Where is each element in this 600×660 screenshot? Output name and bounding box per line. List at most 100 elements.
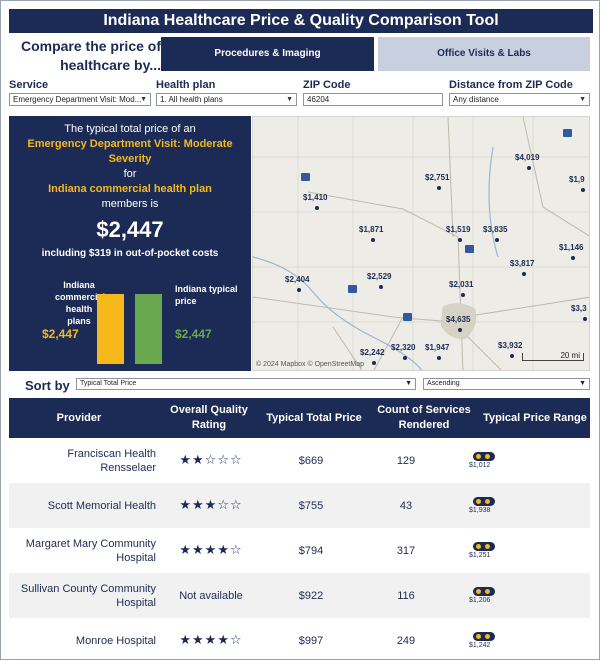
quality-rating-text: Not available <box>179 589 243 602</box>
bar2-label: Indiana typical price <box>175 284 238 306</box>
health-plan-select[interactable]: 1. All health plans ▼ <box>156 93 297 106</box>
health-plan-value: 1. All health plans <box>160 95 223 104</box>
range-value: $1,251 <box>469 552 491 559</box>
range-value: $1,206 <box>469 597 491 604</box>
price-range: $1,206 <box>469 573 529 618</box>
distance-select[interactable]: Any distance ▼ <box>449 93 590 106</box>
map-price-label[interactable]: $2,320 <box>391 343 416 352</box>
quality-rating-stars: ★★★☆☆ <box>179 498 243 513</box>
map-marker-dot[interactable] <box>461 293 465 297</box>
range-pill <box>473 632 495 641</box>
map-price-label[interactable]: $3,3 <box>571 304 587 313</box>
service-count: 317 <box>396 544 416 557</box>
map-price-label[interactable]: $2,529 <box>367 272 392 281</box>
map-marker-dot[interactable] <box>372 361 376 365</box>
col-quality-rating[interactable]: Overall Quality Rating <box>170 404 248 431</box>
map-marker-dot[interactable] <box>315 206 319 210</box>
map-price-label[interactable]: $2,404 <box>285 275 310 284</box>
table-row[interactable]: Scott Memorial Health ★★★☆☆ $755 43 $1,9… <box>9 483 590 528</box>
tab-procedures-imaging[interactable]: Procedures & Imaging <box>161 37 374 71</box>
table-row[interactable]: Franciscan Health Rensselaer ★★☆☆☆ $669 … <box>9 438 590 483</box>
summary-panel: The typical total price of an Emergency … <box>9 116 251 371</box>
map-price-label[interactable]: $1,519 <box>446 225 471 234</box>
sort-field-value: Typical Total Price <box>80 380 137 387</box>
chevron-down-icon: ▼ <box>286 96 293 103</box>
distance-filter: Distance from ZIP Code Any distance ▼ <box>449 79 590 106</box>
sort-field-select[interactable]: Typical Total Price ▼ <box>76 378 416 390</box>
provider-name: Franciscan Health Rensselaer <box>67 447 156 474</box>
map-scale-bar <box>522 353 584 361</box>
map-marker-dot[interactable] <box>522 272 526 276</box>
distance-label: Distance from ZIP Code <box>449 79 573 91</box>
map-price-label[interactable]: $4,019 <box>515 153 540 162</box>
range-pill <box>473 497 495 506</box>
map-marker-dot[interactable] <box>458 238 462 242</box>
map-marker-dot[interactable] <box>583 317 587 321</box>
map-price-label[interactable]: $2,242 <box>360 348 385 357</box>
map-marker-dot[interactable] <box>403 356 407 360</box>
col-price-range[interactable]: Typical Price Range <box>483 411 587 424</box>
col-count-services[interactable]: Count of Services Rendered <box>377 404 471 431</box>
quality-rating-stars: ★★★★☆ <box>179 543 243 558</box>
map-marker-dot[interactable] <box>379 285 383 289</box>
price-map[interactable]: $2,751 $4,019 $1,9 $1,410 $1,871 $1,519 $3,835… <box>252 116 590 371</box>
typical-price: $794 <box>298 544 324 557</box>
map-price-label[interactable]: $2,751 <box>425 173 450 182</box>
table-header: Provider Overall Quality Rating Typical … <box>9 398 590 438</box>
zip-label: ZIP Code <box>303 79 351 91</box>
sort-label: Sort by <box>25 378 70 393</box>
map-marker-dot[interactable] <box>371 238 375 242</box>
provider-table: Franciscan Health Rensselaer ★★☆☆☆ $669 … <box>9 438 590 659</box>
typical-price: $997 <box>298 634 324 647</box>
sort-order-select[interactable]: Ascending ▼ <box>423 378 590 390</box>
map-marker-dot[interactable] <box>581 188 585 192</box>
map-marker-dot[interactable] <box>437 186 441 190</box>
map-price-label[interactable]: $3,835 <box>483 225 508 234</box>
tab-office-visits-labs[interactable]: Office Visits & Labs <box>378 37 590 71</box>
range-value: $1,012 <box>469 462 491 469</box>
summary-for: for <box>123 168 137 180</box>
range-pill <box>473 452 495 461</box>
service-filter: Service Emergency Department Visit: Mod.… <box>9 79 151 106</box>
map-price-label[interactable]: $3,817 <box>510 259 535 268</box>
map-price-label[interactable]: $1,871 <box>359 225 384 234</box>
page-title: Indiana Healthcare Price & Quality Compa… <box>9 9 593 33</box>
bar2 <box>135 294 162 364</box>
typical-price: $755 <box>298 499 324 512</box>
map-marker-dot[interactable] <box>527 166 531 170</box>
map-marker-dot[interactable] <box>571 256 575 260</box>
map-marker-dot[interactable] <box>437 356 441 360</box>
sort-order-value: Ascending <box>427 380 460 387</box>
price-range: $1,012 <box>469 438 529 483</box>
col-typical-price[interactable]: Typical Total Price <box>266 411 362 424</box>
price-range: $1,251 <box>469 528 529 573</box>
table-row[interactable]: Sullivan County Community Hospital Not a… <box>9 573 590 618</box>
map-background <box>253 117 589 370</box>
map-scale-label: 20 mi <box>560 351 580 360</box>
map-price-label[interactable]: $1,947 <box>425 343 450 352</box>
chevron-down-icon: ▼ <box>579 96 586 103</box>
health-plan-filter: Health plan 1. All health plans ▼ <box>156 79 297 106</box>
table-row[interactable]: Margaret Mary Community Hospital ★★★★☆ $… <box>9 528 590 573</box>
map-price-label[interactable]: $1,9 <box>569 175 585 184</box>
summary-plan-name: Indiana commercial health plan <box>48 183 212 195</box>
map-price-label[interactable]: $2,031 <box>449 280 474 289</box>
service-count: 249 <box>396 634 416 647</box>
col-provider[interactable]: Provider <box>56 411 102 424</box>
map-marker-dot[interactable] <box>510 354 514 358</box>
chevron-down-icon: ▼ <box>405 380 412 387</box>
health-plan-label: Health plan <box>156 79 216 91</box>
map-price-label[interactable]: $1,146 <box>559 243 584 252</box>
typical-price: $669 <box>298 454 324 467</box>
map-marker-dot[interactable] <box>297 288 301 292</box>
table-row[interactable]: Monroe Hospital ★★★★☆ $997 249 $1,242 <box>9 618 590 659</box>
zip-input[interactable]: 46204 <box>303 93 443 106</box>
map-price-label[interactable]: $1,410 <box>303 193 328 202</box>
range-pill <box>473 587 495 596</box>
zip-value: 46204 <box>307 95 330 104</box>
map-marker-dot[interactable] <box>458 328 462 332</box>
map-price-label[interactable]: $4,635 <box>446 315 471 324</box>
service-select[interactable]: Emergency Department Visit: Mod... ▼ <box>9 93 151 106</box>
map-price-label[interactable]: $3,932 <box>498 341 523 350</box>
map-marker-dot[interactable] <box>495 238 499 242</box>
